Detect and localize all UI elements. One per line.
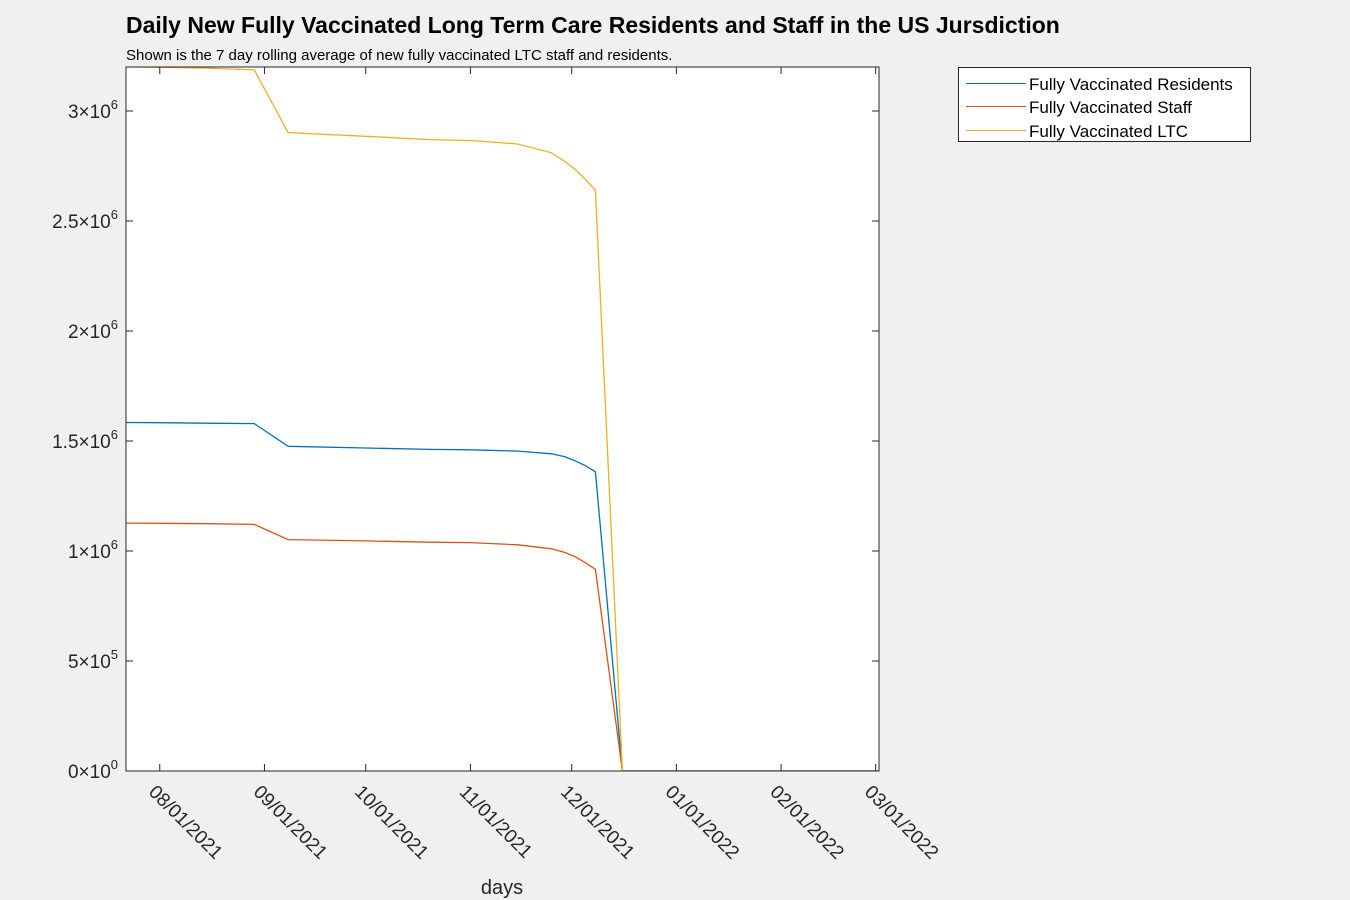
legend-swatch-staff <box>966 106 1026 107</box>
legend-entry-ltc[interactable]: Fully Vaccinated LTC <box>959 120 1250 142</box>
legend-entry-staff[interactable]: Fully Vaccinated Staff <box>959 96 1250 118</box>
legend-label-ltc: Fully Vaccinated LTC <box>1029 122 1189 141</box>
legend[interactable]: Fully Vaccinated Residents Fully Vaccina… <box>958 67 1251 142</box>
legend-swatch-residents <box>966 83 1026 84</box>
series-line-1 <box>126 522 879 771</box>
x-tick-label-5: 01/01/2022 <box>661 782 743 864</box>
legend-entry-residents[interactable]: Fully Vaccinated Residents <box>959 73 1250 95</box>
y-tick-label-1: 5×105 <box>68 647 118 673</box>
legend-label-staff: Fully Vaccinated Staff <box>1029 98 1192 117</box>
series-line-0 <box>126 421 879 771</box>
legend-label-residents: Fully Vaccinated Residents <box>1029 75 1233 94</box>
axes-box <box>125 66 880 772</box>
x-tick-label-1: 09/01/2021 <box>249 782 331 864</box>
y-tick-label-2: 1×106 <box>68 537 118 563</box>
x-tick-label-7: 03/01/2022 <box>860 782 942 864</box>
y-tick-label-5: 2.5×106 <box>52 207 118 233</box>
y-tick-label-4: 2×106 <box>68 317 118 343</box>
x-tick-label-2: 10/01/2021 <box>350 782 432 864</box>
axes-background <box>126 67 879 771</box>
y-tick-label-3: 1.5×106 <box>52 427 118 453</box>
x-axis-label: days <box>481 877 523 899</box>
chart-subtitle: Shown is the 7 day rolling average of ne… <box>126 47 673 64</box>
chart-title: Daily New Fully Vaccinated Long Term Car… <box>126 12 1060 38</box>
x-tick-label-0: 08/01/2021 <box>144 782 226 864</box>
x-tick-label-4: 12/01/2021 <box>556 782 638 864</box>
y-tick-label-0: 0×100 <box>68 757 118 783</box>
legend-swatch-ltc <box>966 130 1026 131</box>
series-line-2 <box>126 67 879 771</box>
y-tick-label-6: 3×106 <box>68 97 118 123</box>
x-tick-label-3: 11/01/2021 <box>455 782 536 863</box>
x-tick-label-6: 02/01/2022 <box>766 782 848 864</box>
